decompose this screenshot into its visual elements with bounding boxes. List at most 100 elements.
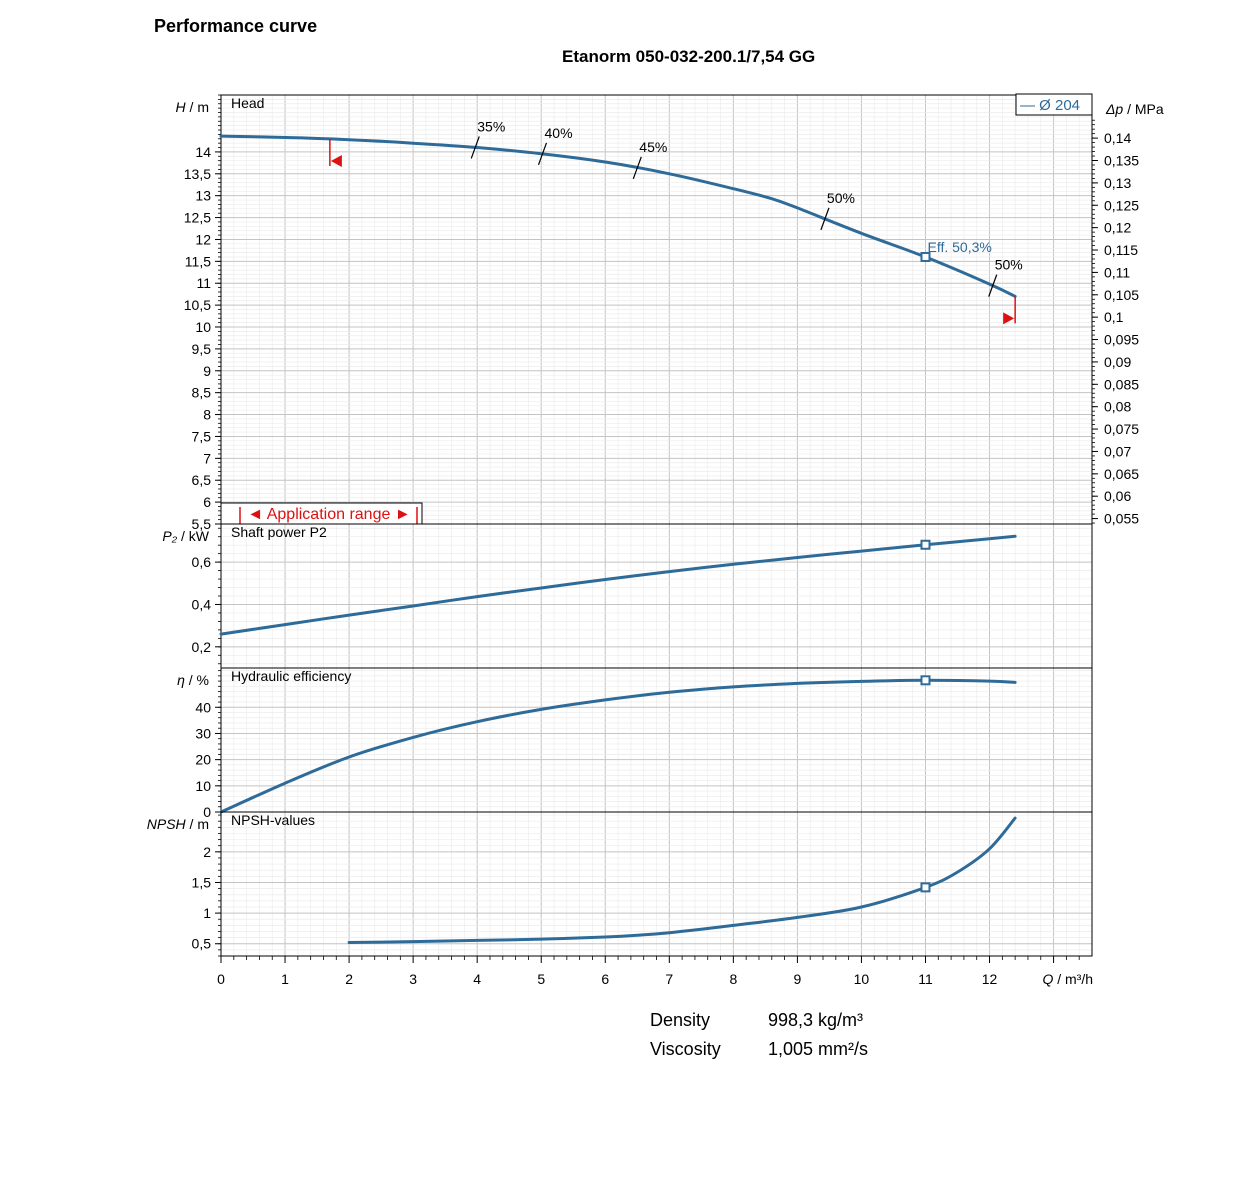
- efficiency-y-tick-label: 0: [203, 804, 211, 820]
- pressure-tick-label: 0,085: [1104, 376, 1139, 392]
- power-y-tick-label: 0,4: [192, 596, 212, 612]
- x-tick-label: 1: [281, 971, 289, 987]
- head-y-tick-label: 8: [203, 407, 211, 423]
- efficiency-mark: [988, 274, 998, 297]
- viscosity-label: Viscosity: [650, 1039, 721, 1059]
- pressure-tick-label: 0,095: [1104, 332, 1139, 348]
- pressure-tick-label: 0,1: [1104, 309, 1124, 325]
- head-y-tick-label: 11,5: [185, 253, 211, 269]
- pressure-axis-label: Δp / MPa: [1105, 101, 1164, 117]
- pressure-tick-label: 0,09: [1104, 354, 1131, 370]
- density-row: Density 998,3 kg/m³: [650, 1010, 868, 1039]
- efficiency-mark-label: 50%: [995, 257, 1023, 273]
- head-y-axis-label: H / m: [176, 99, 209, 115]
- head-y-tick-label: 14: [195, 144, 211, 160]
- x-tick-label: 3: [409, 971, 417, 987]
- head-y-tick-label: 13,5: [184, 166, 211, 182]
- head-y-tick-label: 10: [195, 319, 211, 335]
- npsh-y-axis-label: NPSH / m: [147, 816, 209, 832]
- pressure-tick-label: 0,13: [1104, 175, 1131, 191]
- head-y-tick-label: 12,5: [184, 210, 211, 226]
- x-tick-label: 10: [854, 971, 870, 987]
- x-tick-label: 9: [793, 971, 801, 987]
- pressure-tick-label: 0,06: [1104, 488, 1131, 504]
- x-tick-label: 5: [537, 971, 545, 987]
- efficiency-mark: [537, 142, 548, 166]
- npsh-curve: [347, 816, 1017, 944]
- npsh-panel-title: NPSH-values: [231, 812, 315, 828]
- x-tick-label: 11: [918, 971, 933, 987]
- pressure-tick-label: 0,08: [1104, 399, 1131, 415]
- page-title: Performance curve: [154, 16, 318, 36]
- pressure-tick-label: 0,12: [1104, 220, 1131, 236]
- head-y-tick-label: 10,5: [184, 297, 211, 313]
- efficiency-y-tick-label: 40: [195, 699, 211, 715]
- efficiency-y-tick-label: 30: [195, 725, 211, 741]
- efficiency-mark-label: 45%: [639, 139, 667, 155]
- x-tick-label: 7: [665, 971, 673, 987]
- duty-point-label: Eff. 50,3%: [927, 239, 991, 255]
- fluid-properties: Density 998,3 kg/m³ Viscosity 1,005 mm²/…: [650, 1010, 868, 1068]
- pressure-tick-label: 0,07: [1104, 443, 1131, 459]
- head-curve: [219, 134, 1017, 298]
- x-tick-label: 4: [473, 971, 481, 987]
- pressure-tick-label: 0,125: [1104, 197, 1139, 213]
- legend-box: [1015, 93, 1093, 116]
- efficiency-mark-label: 50%: [827, 190, 855, 206]
- head-y-tick-label: 8,5: [192, 385, 212, 401]
- application-range-label: ◄ Application range ►: [247, 506, 410, 523]
- pressure-tick-label: 0,14: [1104, 130, 1131, 146]
- range-end-arrow-icon: [1003, 312, 1015, 325]
- x-tick-label: 0: [217, 971, 225, 987]
- pressure-tick-label: 0,075: [1104, 421, 1139, 437]
- head-y-tick-label: 9,5: [192, 341, 212, 357]
- power-y-tick-label: 0,6: [192, 554, 212, 570]
- head-y-tick-label: 7: [203, 450, 211, 466]
- power-curve: [219, 534, 1017, 636]
- density-value: 998,3 kg/m³: [768, 1010, 864, 1030]
- legend-entry: — Ø 204: [1020, 97, 1080, 114]
- npsh-y-tick-label: 1,5: [192, 874, 212, 890]
- pressure-tick-label: 0,115: [1104, 242, 1138, 258]
- efficiency-mark-label: 40%: [545, 125, 573, 141]
- x-tick-label: 12: [982, 971, 998, 987]
- viscosity-value: 1,005 mm²/s: [768, 1039, 869, 1059]
- pressure-tick-label: 0,065: [1104, 466, 1139, 482]
- efficiency-y-tick-label: 20: [195, 752, 211, 768]
- head-y-tick-label: 6: [203, 494, 211, 510]
- density-label: Density: [650, 1010, 711, 1030]
- x-tick-label: 8: [729, 971, 737, 987]
- model-title: Etanorm 050-032-200.1/7,54 GG: [562, 47, 816, 66]
- pressure-tick-label: 0,055: [1104, 511, 1139, 527]
- efficiency-y-tick-label: 10: [195, 778, 211, 794]
- efficiency-mark: [632, 156, 642, 180]
- power-y-tick-label: 0,2: [192, 639, 212, 655]
- head-y-tick-label: 7,5: [192, 428, 212, 444]
- range-start-arrow-icon: [330, 154, 342, 167]
- viscosity-row: Viscosity 1,005 mm²/s: [650, 1039, 868, 1068]
- head-y-tick-label: 5,5: [192, 516, 212, 532]
- npsh-y-tick-label: 1: [203, 905, 211, 921]
- head-panel-title: Head: [231, 95, 264, 111]
- efficiency-mark: [470, 136, 480, 159]
- power-duty-point-marker: [920, 539, 931, 550]
- power-y-axis-label: P₂ / kW: [162, 528, 209, 544]
- efficiency-curve: [219, 678, 1017, 814]
- head-y-tick-label: 11: [196, 275, 211, 291]
- pressure-tick-label: 0,135: [1104, 153, 1139, 169]
- npsh-y-tick-label: 0,5: [192, 936, 212, 952]
- x-tick-label: 2: [345, 971, 353, 987]
- efficiency-duty-point-marker: [920, 675, 931, 686]
- power-panel-title: Shaft power P2: [231, 524, 327, 540]
- head-y-tick-label: 12: [195, 231, 211, 247]
- x-tick-label: 6: [601, 971, 609, 987]
- efficiency-mark: [820, 207, 830, 231]
- head-duty-point-marker: [920, 251, 931, 262]
- efficiency-mark-label: 35%: [477, 118, 505, 134]
- npsh-duty-point-marker: [920, 882, 931, 893]
- head-y-tick-label: 9: [203, 363, 211, 379]
- pressure-tick-label: 0,11: [1104, 264, 1130, 280]
- pressure-tick-label: 0,105: [1104, 287, 1139, 303]
- head-y-tick-label: 6,5: [192, 472, 212, 488]
